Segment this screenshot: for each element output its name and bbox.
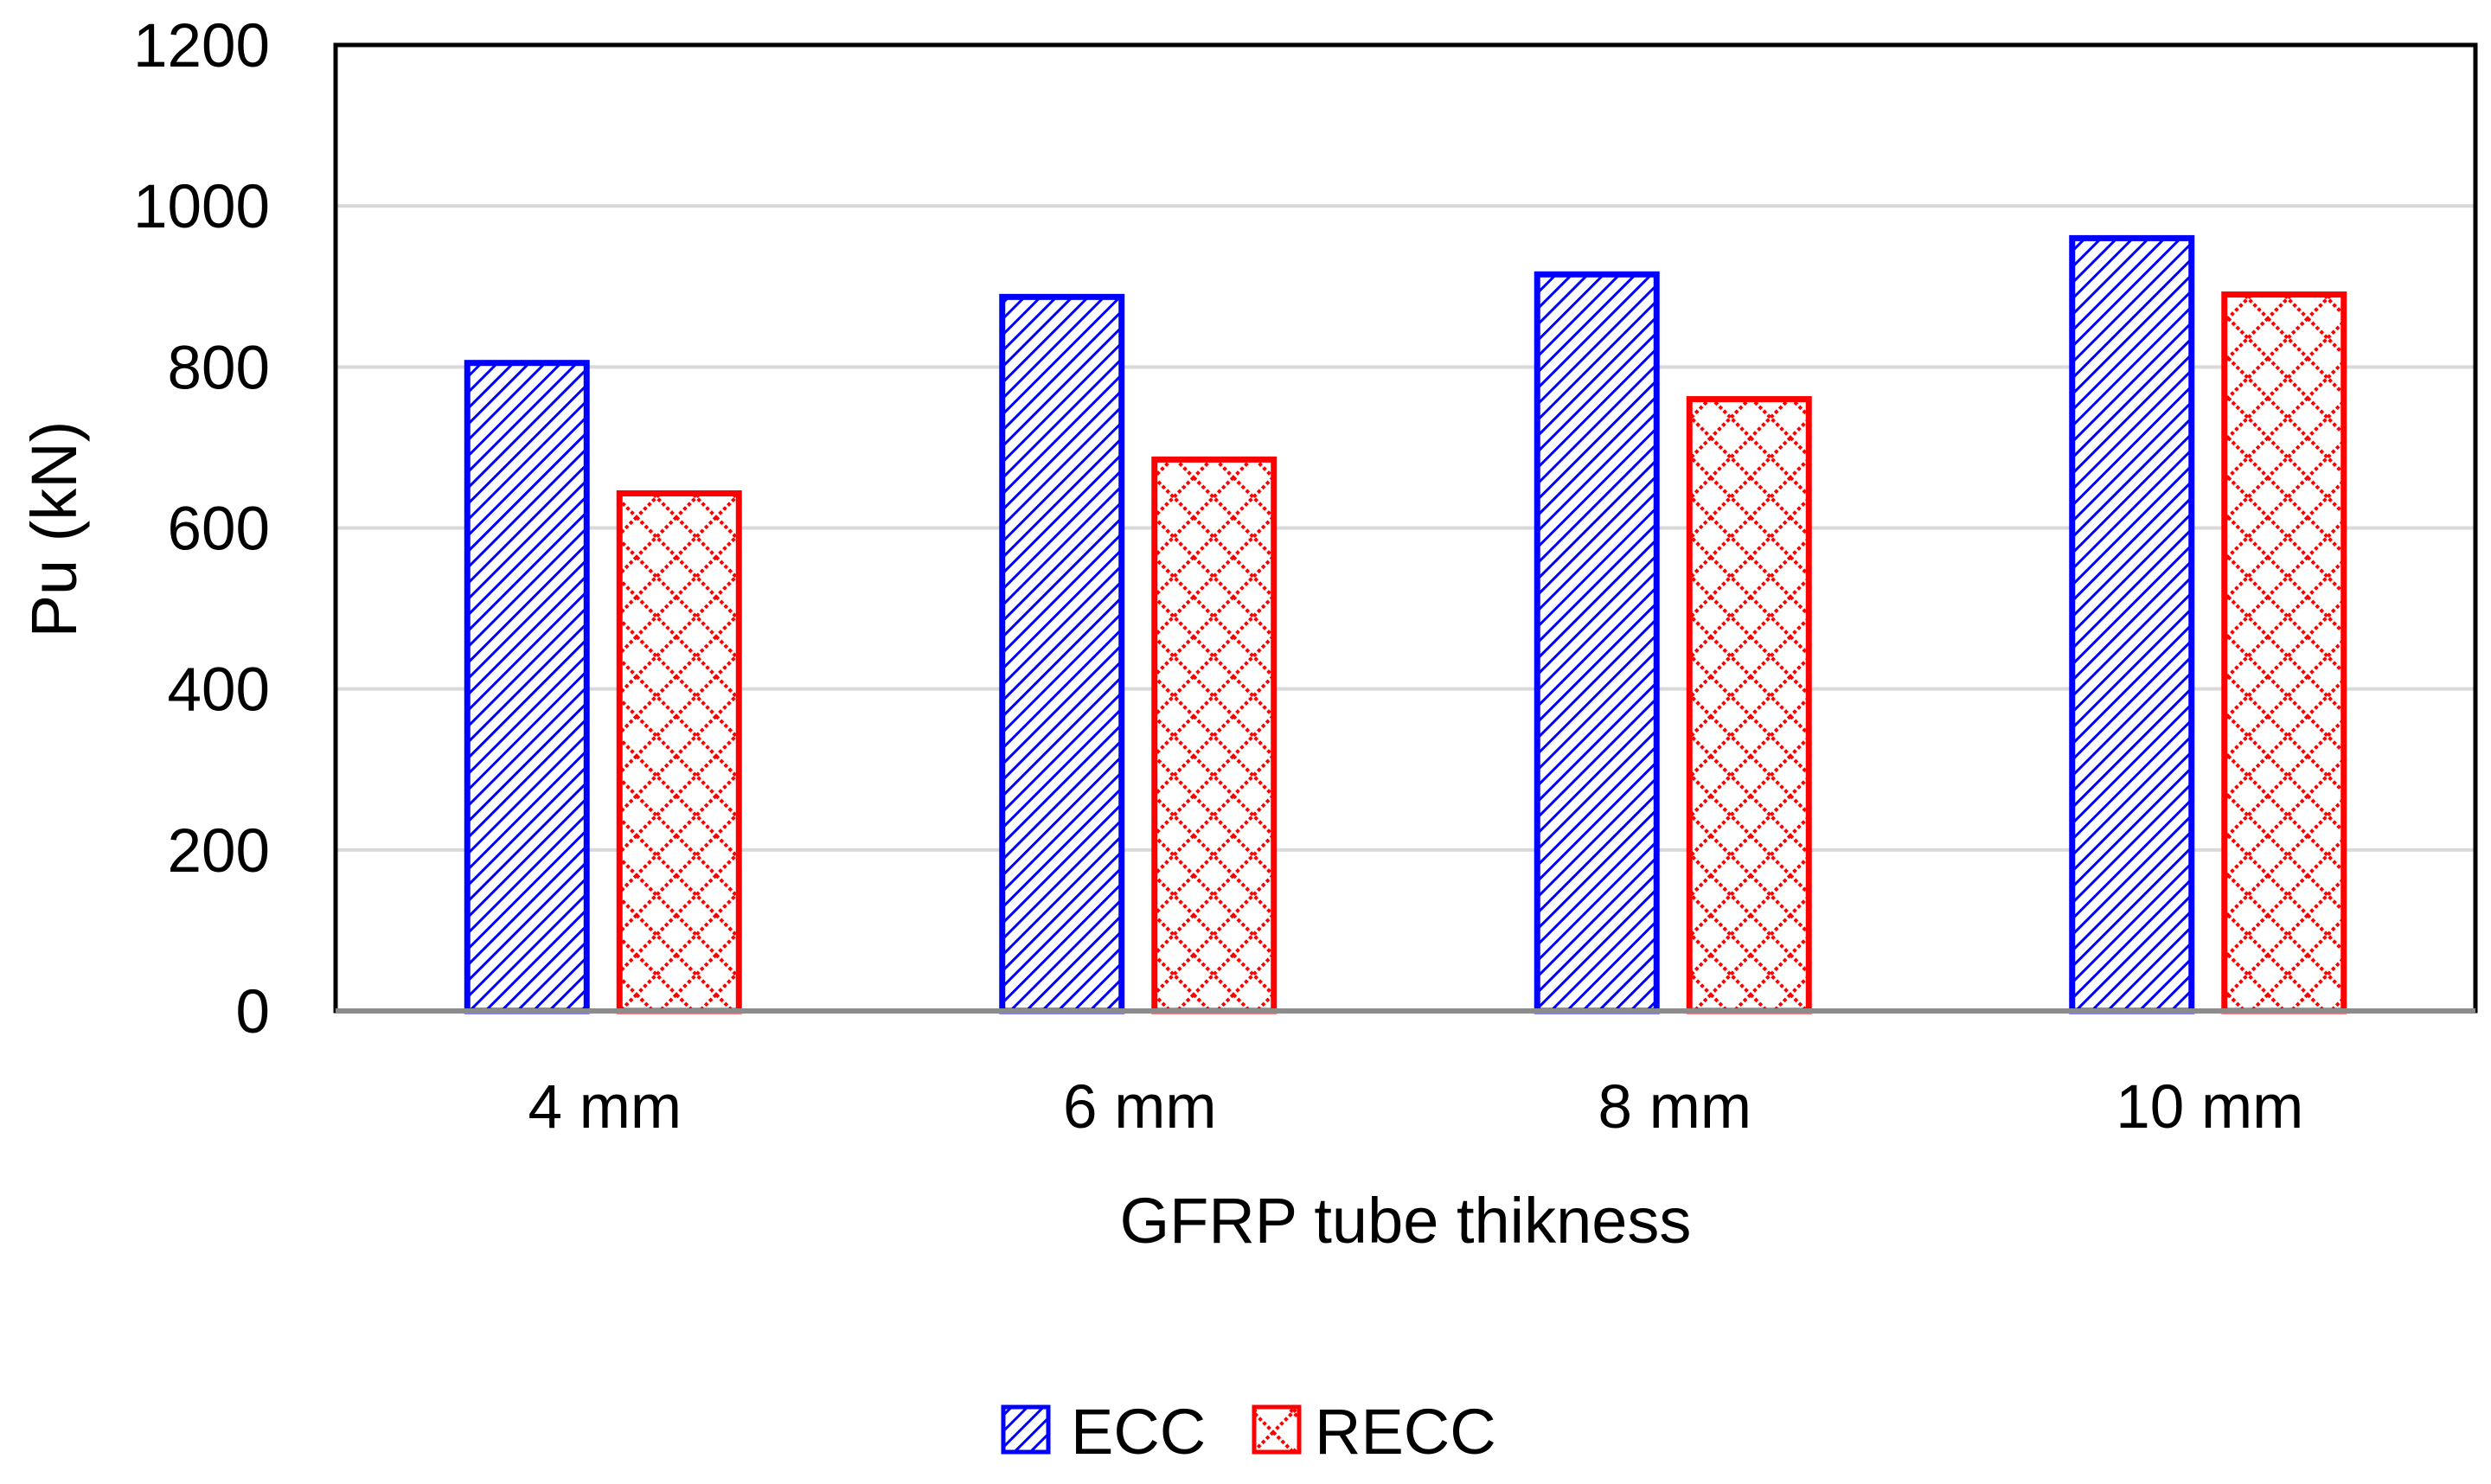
bar-ecc-3: [2069, 234, 2195, 1014]
bar-recc-3: [2221, 291, 2347, 1014]
bars: [464, 234, 2347, 1014]
legend-label-ecc: ECC: [1071, 1396, 1206, 1468]
y-tick-label: 400: [168, 656, 270, 725]
legend-label-recc: RECC: [1315, 1396, 1496, 1468]
bar-ecc-1: [999, 293, 1125, 1014]
legend: ECC RECC: [1001, 1396, 1496, 1468]
x-tick-label: 6 mm: [1063, 1073, 1217, 1142]
legend-swatch-recc: [1252, 1404, 1302, 1455]
bar-recc-1: [1151, 456, 1278, 1014]
y-tick-label: 600: [168, 496, 270, 564]
x-tick-label: 8 mm: [1598, 1073, 1752, 1142]
x-axis-title: GFRP tube thikness: [1120, 1185, 1692, 1257]
legend-swatch-ecc: [1001, 1404, 1051, 1455]
y-tick-label: 800: [168, 334, 270, 402]
bar-ecc-2: [1534, 271, 1660, 1014]
x-axis-tick-labels: 4 mm 6 mm 8 mm 10 mm: [528, 1073, 2304, 1142]
x-tick-label: 4 mm: [528, 1073, 682, 1142]
y-tick-label: 0: [236, 978, 271, 1046]
x-tick-label: 10 mm: [2116, 1073, 2303, 1142]
y-axis-title: Pu (kN): [18, 421, 90, 638]
bar-ecc-0: [464, 360, 590, 1014]
y-tick-label: 200: [168, 817, 270, 886]
y-tick-label: 1000: [133, 173, 270, 241]
y-tick-label: 1200: [133, 12, 270, 80]
bar-recc-2: [1686, 396, 1812, 1014]
bar-recc-0: [616, 489, 742, 1014]
y-axis-tick-labels: 0 200 400 600 800 1000 1200: [133, 12, 270, 1046]
